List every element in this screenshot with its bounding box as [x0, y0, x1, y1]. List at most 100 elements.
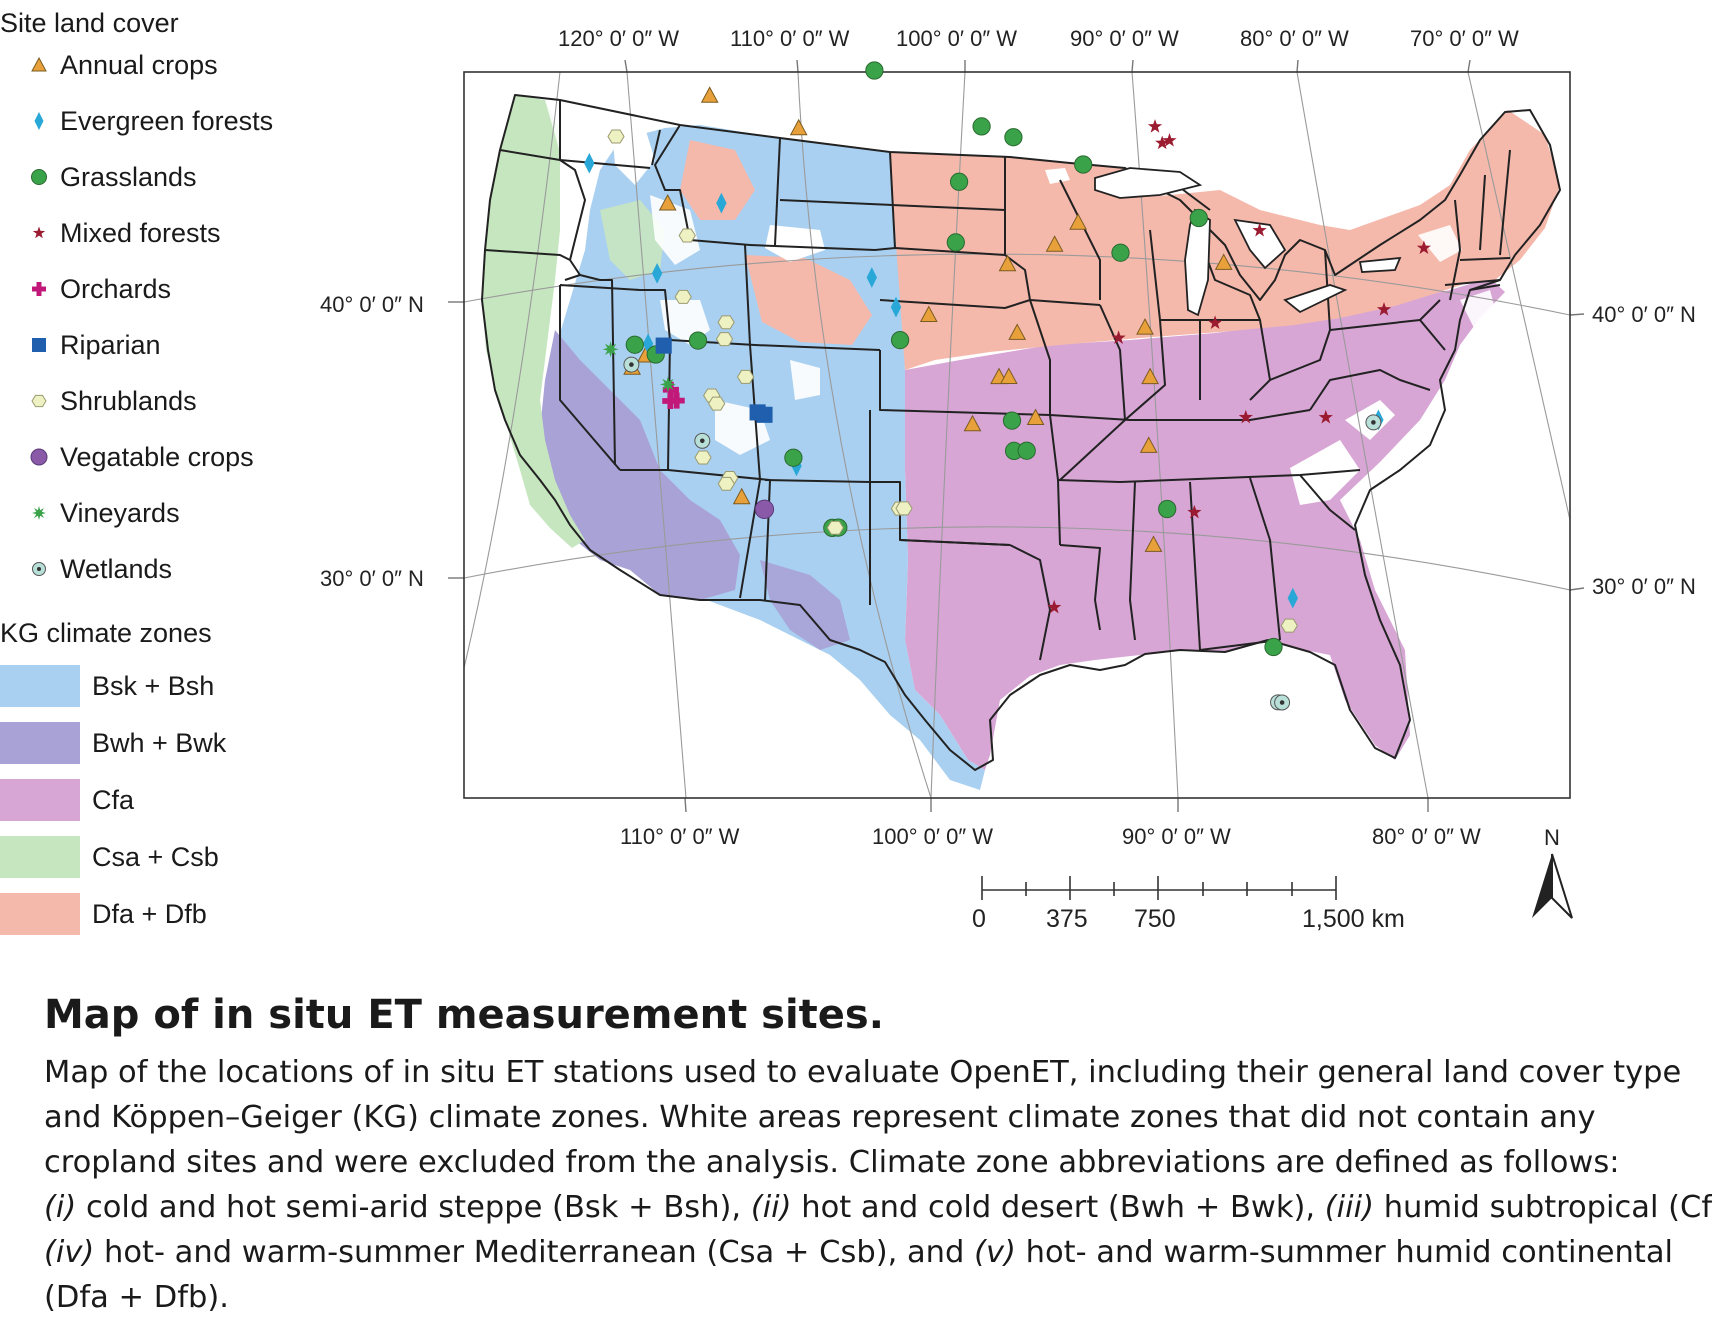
site-marker-mixed-forests	[1318, 409, 1333, 424]
caption-numeral: (i)	[44, 1190, 77, 1225]
legend-item-annual-crops: Annual crops	[24, 45, 218, 85]
zone-bsk-bsh	[555, 125, 985, 790]
site-marker-orchards	[662, 381, 679, 398]
legend-label-mixed-forests: Mixed forests	[60, 217, 221, 248]
site-marker-annual-crops	[998, 254, 1017, 272]
site-marker-annual-crops	[732, 487, 751, 505]
legend-item-orchards: Orchards	[24, 269, 171, 309]
caption-line: (iv) hot- and warm-summer Mediterranean …	[44, 1230, 1684, 1275]
lake-ontario	[1358, 256, 1402, 273]
top-lon-label-110w: 110° 0′ 0″ W	[730, 26, 850, 51]
state-borders	[481, 94, 1561, 771]
site-marker-shrublands	[674, 289, 692, 304]
caption-text: hot and cold desert (Bwh + Bwk),	[791, 1190, 1325, 1225]
legend-label-grasslands: Grasslands	[60, 161, 197, 192]
caption-numeral: (v)	[974, 1235, 1016, 1270]
climate-legend-item-cfa: Cfa	[0, 778, 134, 822]
mixed-forests-symbol-icon	[32, 226, 46, 239]
site-marker-grasslands	[1111, 243, 1130, 262]
site-marker-vegetable-crops	[754, 499, 775, 519]
site-marker-grasslands	[1002, 411, 1022, 430]
caption-text: (Dfa + Dfb).	[44, 1280, 229, 1315]
legend-label-shrublands: Shrublands	[60, 385, 197, 416]
map-frame	[463, 71, 1571, 799]
site-marker-annual-crops	[963, 414, 982, 432]
site-marker-shrublands	[717, 315, 735, 330]
climate-legend-title: KG climate zones	[0, 618, 212, 648]
north-arrow-left-half	[1532, 854, 1552, 918]
site-marker-shrublands	[715, 332, 734, 347]
riparian-symbol-icon	[32, 338, 46, 352]
site-marker-shrublands	[607, 129, 625, 144]
site-marker-evergreen-forests	[584, 152, 595, 174]
site-marker-mixed-forests	[1238, 409, 1253, 424]
bottom-lon-label-110w: 110° 0′ 0″ W	[620, 824, 740, 849]
site-marker-grasslands	[784, 448, 803, 467]
site-marker-riparian	[756, 406, 773, 423]
climate-swatch-dfa-dfb	[0, 893, 80, 935]
lake-superior	[1094, 167, 1203, 199]
annual-crops-symbol-icon	[31, 56, 47, 72]
climate-legend-item-csa-csb: Csa + Csb	[0, 835, 219, 879]
climate-swatch-bsk-bsh	[0, 665, 80, 707]
caption-line: Map of the locations of in situ ET stati…	[44, 1050, 1684, 1095]
site-marker-grasslands	[1017, 441, 1036, 460]
excluded-areas	[545, 100, 1498, 505]
site-marker-wetlands	[623, 356, 640, 373]
top-lon-label-100w: 100° 0′ 0″ W	[896, 26, 1017, 51]
graticule-ticks	[448, 59, 1585, 813]
caption-numeral: (iv)	[44, 1235, 95, 1270]
top-lon-label-120w: 120° 0′ 0″ W	[558, 26, 679, 51]
bottom-lon-label-80w: 80° 0′ 0″ W	[1372, 824, 1481, 849]
caption-text: hot- and warm-summer Mediterranean (Csa …	[94, 1235, 975, 1270]
site-marker-shrublands	[1280, 618, 1298, 633]
site-marker-evergreen-forests	[1287, 587, 1298, 609]
vineyards-symbol-icon	[32, 506, 46, 520]
site-marker-wetlands	[1274, 694, 1291, 711]
bottom-lon-label-90w: 90° 0′ 0″ W	[1122, 824, 1231, 849]
site-marker-grasslands	[688, 331, 708, 350]
site-marker-mixed-forests	[1207, 315, 1223, 329]
site-marker-orchards	[668, 392, 685, 409]
caption-line: (i) cold and hot semi-arid steppe (Bsk +…	[44, 1185, 1712, 1230]
caption-line: cropland sites and were excluded from th…	[44, 1140, 1684, 1185]
site-marker-grasslands	[890, 330, 910, 350]
legend-item-vegetable-crops: Vegatable crops	[24, 437, 254, 477]
site-marker-shrublands	[678, 228, 696, 243]
north-arrow: N	[1532, 825, 1573, 919]
scale-label-1500: 1,500 km	[1302, 905, 1405, 933]
site-marker-grasslands	[972, 117, 991, 136]
lake-michigan	[1184, 208, 1211, 317]
site-marker-grasslands	[865, 61, 884, 80]
legend-label-vegetable-crops: Vegatable crops	[60, 441, 254, 472]
right-lat-label-30n: 30° 0′ 0″ N	[1592, 574, 1696, 599]
caption-text: cropland sites and were excluded from th…	[44, 1145, 1620, 1180]
climate-label-cfa: Cfa	[92, 784, 135, 815]
climate-label-bwh-bwk: Bwh + Bwk	[92, 727, 227, 758]
top-lon-label-70w: 70° 0′ 0″ W	[1410, 26, 1519, 51]
site-marker-annual-crops	[1045, 235, 1064, 252]
legend-label-evergreen-forests: Evergreen forests	[60, 105, 274, 136]
site-marker-vineyards	[602, 341, 619, 358]
legend-item-vineyards: Vineyards	[24, 493, 180, 533]
site-marker-grasslands	[1158, 499, 1177, 519]
site-marker-shrublands	[895, 501, 913, 516]
site-marker-annual-crops	[658, 193, 677, 211]
site-marker-mixed-forests	[1376, 302, 1392, 316]
site-marker-annual-crops	[1069, 213, 1087, 230]
site-marker-annual-crops	[1008, 323, 1027, 340]
site-marker-mixed-forests	[1155, 135, 1170, 150]
great-lakes	[1094, 167, 1402, 317]
site-marker-annual-crops	[1139, 436, 1158, 453]
site-marker-grasslands	[949, 172, 969, 191]
shrublands-symbol-icon	[31, 394, 47, 408]
legend-item-riparian: Riparian	[24, 325, 161, 365]
climate-label-bsk-bsh: Bsk + Bsh	[92, 670, 215, 701]
legend-label-annual-crops: Annual crops	[60, 49, 218, 80]
site-marker-riparian	[655, 337, 672, 354]
bottom-lon-label-100w: 100° 0′ 0″ W	[872, 824, 993, 849]
right-lat-label-40n: 40° 0′ 0″ N	[1592, 302, 1696, 327]
climate-legend-item-bwh-bwk: Bwh + Bwk	[0, 721, 226, 765]
site-marker-wetlands	[1365, 414, 1382, 431]
caption-text: and Köppen–Geiger (KG) climate zones. Wh…	[44, 1100, 1596, 1135]
